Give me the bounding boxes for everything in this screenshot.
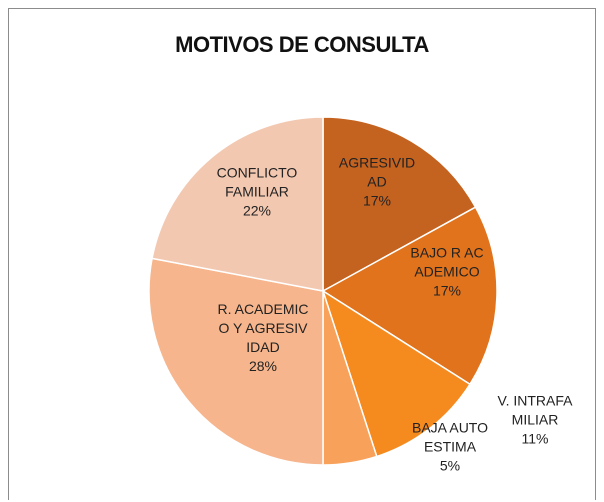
slice-label: R. ACADEMICO Y AGRESIVIDAD 28% (217, 300, 309, 376)
pie-slice (322, 116, 477, 293)
slice-label: BAJA AUTOESTIMA 5% (411, 419, 489, 476)
slice-label: AGRESIVIDAD 17% (337, 154, 417, 211)
slice-value: 17% (362, 192, 392, 209)
slice-label: BAJO R ACADEMICO 17% (407, 244, 487, 301)
chart-title: MOTIVOS DE CONSULTA (175, 32, 429, 57)
slice-value: 28% (248, 358, 278, 374)
slice-name: BAJO R ACADEMICO (410, 244, 484, 280)
slice-name: R. ACADEMICO Y AGRESIVIDAD (217, 301, 309, 355)
slice-name: V. INTRAFAMILIAR (497, 392, 573, 428)
pie-slice (151, 116, 324, 292)
slice-value: 5% (439, 457, 461, 474)
slice-label: CONFLICTO FAMILIAR 22% (212, 164, 302, 221)
slice-name: CONFLICTO FAMILIAR (216, 164, 298, 200)
slice-label: V. INTRAFAMILIAR 11% (495, 392, 575, 449)
slice-value: 22% (242, 202, 272, 219)
slice-name: AGRESIVIDAD (338, 154, 416, 190)
pie-slice (321, 206, 498, 386)
slice-value: 17% (432, 282, 462, 299)
pie-slice (321, 289, 471, 458)
slice-value: 11% (521, 430, 549, 447)
pie-slice (148, 257, 324, 466)
slice-name: BAJA AUTOESTIMA (412, 419, 488, 455)
